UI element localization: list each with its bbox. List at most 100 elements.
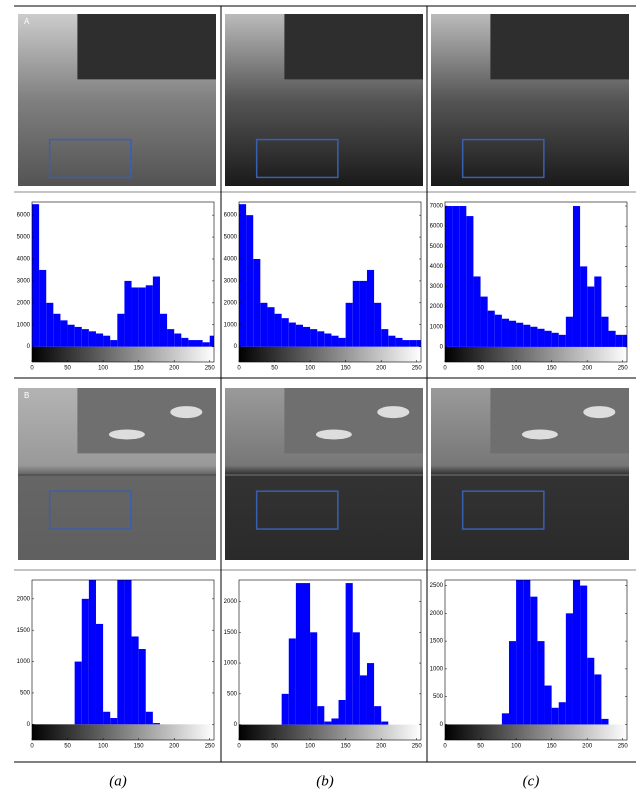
- x-tick-label: 200: [582, 366, 593, 372]
- bar: [159, 313, 168, 347]
- bar: [381, 329, 389, 347]
- bar: [587, 286, 595, 347]
- bar: [32, 204, 40, 347]
- y-tick-label: 2000: [224, 599, 238, 605]
- bar: [572, 206, 581, 347]
- bar: [580, 266, 588, 347]
- boat: [583, 406, 616, 419]
- bar: [181, 337, 189, 347]
- bar: [81, 329, 89, 347]
- x-tick-label: 200: [376, 366, 387, 372]
- bar: [131, 287, 139, 347]
- bar: [167, 329, 175, 347]
- zoom-inset: [77, 388, 217, 454]
- caption: (b): [316, 773, 334, 789]
- bar: [388, 335, 396, 347]
- y-tick-label: 1500: [224, 630, 238, 636]
- bar: [174, 333, 182, 347]
- bar: [310, 632, 318, 725]
- bar: [523, 580, 531, 725]
- x-tick-label: 150: [547, 366, 558, 372]
- y-tick-label: 1000: [224, 322, 238, 328]
- plot-frame: [31, 579, 215, 741]
- y-tick-label: 2000: [224, 300, 238, 306]
- x-tick-label: 250: [205, 366, 216, 372]
- grid-frame: [14, 5, 636, 763]
- bar: [359, 280, 367, 347]
- bar: [345, 583, 353, 725]
- y-tick-label: 0: [440, 344, 444, 350]
- bar: [246, 215, 254, 347]
- bar: [530, 596, 538, 725]
- x-tick-label: 250: [618, 366, 629, 372]
- bar: [145, 711, 153, 725]
- bar: [366, 663, 375, 725]
- bar: [601, 718, 609, 725]
- bar: [416, 340, 421, 347]
- x-tick-label: 50: [271, 744, 278, 750]
- bar: [544, 685, 552, 725]
- bar: [466, 216, 474, 347]
- colorbar: [239, 724, 421, 740]
- bar: [60, 320, 68, 347]
- y-tick-label: 0: [234, 722, 238, 728]
- y-tick-label: 3000: [430, 284, 444, 290]
- bar: [331, 718, 339, 725]
- colorbar: [445, 346, 627, 362]
- bar: [274, 313, 282, 347]
- x-tick-label: 250: [205, 744, 216, 750]
- y-tick-label: 3000: [17, 278, 31, 284]
- bar: [281, 318, 289, 347]
- y-tick-label: 7000: [430, 204, 444, 210]
- y-tick-label: 1000: [17, 322, 31, 328]
- bar: [202, 342, 210, 347]
- x-tick-label: 100: [305, 744, 316, 750]
- y-tick-label: 6000: [17, 213, 31, 219]
- bar: [622, 334, 627, 347]
- bar: [544, 330, 552, 347]
- bar: [558, 702, 566, 725]
- bar: [565, 316, 573, 347]
- bar: [145, 285, 153, 347]
- y-tick-label: 6000: [430, 224, 444, 230]
- zoom-inset: [284, 14, 423, 80]
- bar: [537, 641, 545, 725]
- bar: [487, 310, 495, 347]
- bar: [402, 340, 410, 347]
- y-tick-label: 1000: [224, 661, 238, 667]
- bar: [551, 332, 559, 347]
- bar: [103, 335, 111, 347]
- colorbar: [445, 724, 627, 740]
- bar: [381, 721, 389, 725]
- y-tick-label: 5000: [224, 235, 238, 241]
- bar: [267, 307, 275, 347]
- x-tick-label: 0: [237, 744, 241, 750]
- bar: [295, 583, 303, 725]
- plot-frame: [238, 579, 422, 741]
- bar: [516, 580, 524, 725]
- panel-label: B: [24, 391, 29, 400]
- roi-box: [255, 138, 339, 179]
- bar: [253, 258, 261, 347]
- bar: [508, 641, 517, 725]
- x-tick-label: 0: [443, 744, 447, 750]
- bar: [124, 280, 132, 347]
- y-tick-label: 1000: [430, 666, 444, 672]
- bar: [81, 598, 89, 725]
- boat: [108, 429, 145, 440]
- bar: [95, 623, 104, 725]
- bar: [117, 580, 125, 725]
- bar: [138, 649, 146, 725]
- bar: [615, 334, 623, 347]
- y-tick-label: 0: [27, 344, 31, 350]
- bar: [572, 580, 581, 725]
- bar: [473, 276, 481, 347]
- bar: [530, 326, 538, 347]
- zoom-inset: [490, 14, 629, 80]
- x-tick-label: 150: [134, 366, 145, 372]
- zoom-inset: [490, 388, 629, 454]
- caption: (a): [109, 773, 127, 789]
- plot-frame: [238, 201, 422, 363]
- y-tick-label: 1500: [430, 639, 444, 645]
- bar: [338, 700, 346, 725]
